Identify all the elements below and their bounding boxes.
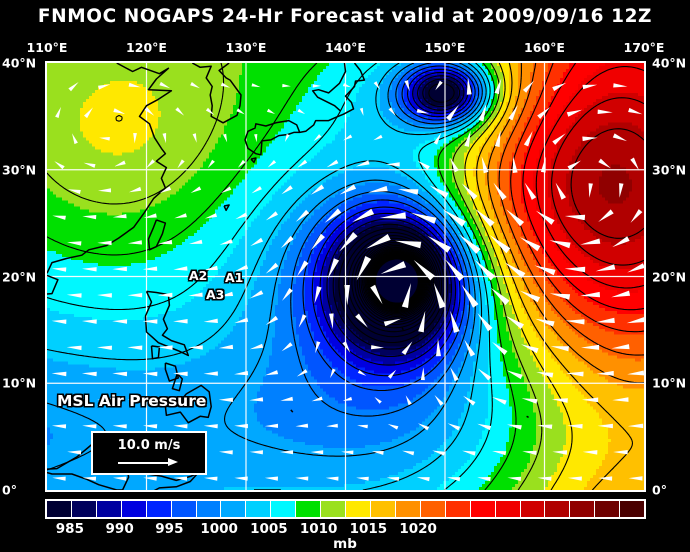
coastlines — [47, 63, 529, 490]
latitude-tick-right-20: 20°N — [652, 269, 687, 284]
colorbar-cell-14 — [395, 501, 421, 517]
colorbar-cell-19 — [520, 501, 546, 517]
pressure-map[interactable]: MSL Air Pressure A2 A1 A3 10.0 m/s — [47, 63, 644, 490]
latitude-tick-left-40: 40°N — [2, 55, 37, 71]
colorbar-cell-21 — [570, 501, 596, 517]
page-title: FNMOC NOGAPS 24-Hr Forecast valid at 200… — [37, 6, 653, 27]
longitude-tick-160: 160°E — [524, 40, 565, 55]
latitude-tick-right-0: 0° — [652, 482, 667, 498]
colorbar-cell-12 — [346, 501, 371, 517]
colorbar-cell-6 — [196, 501, 222, 517]
longitude-tick-150: 150°E — [424, 40, 466, 55]
latitude-tick-right-10: 10°N — [652, 375, 687, 391]
latitude-tick-left-20: 20°N — [2, 269, 37, 284]
colorbar-tick-985: 985 — [55, 521, 84, 537]
longitude-tick-170: 170°E — [623, 40, 665, 55]
colorbar-cell-4 — [146, 501, 172, 517]
map-canvas — [47, 63, 644, 490]
colorbar-cell-20 — [545, 501, 571, 517]
colorbar-cell-23 — [620, 501, 645, 517]
colorbar-cell-22 — [595, 501, 621, 517]
colorbar[interactable] — [45, 499, 646, 519]
graticule — [47, 63, 644, 490]
longitude-axis-top: 110°E 120°E 130°E 140°E 150°E 160°E 170°E — [0, 40, 690, 55]
latitude-tick-right-30: 30°N — [652, 162, 687, 178]
latitude-tick-left-10: 10°N — [2, 375, 37, 391]
wind-vectors — [51, 77, 644, 482]
colorbar-cell-18 — [495, 501, 521, 517]
colorbar-unit: mb — [333, 536, 357, 552]
longitude-tick-130: 130°E — [225, 40, 267, 55]
colorbar-tick-1015: 1015 — [349, 521, 388, 537]
colorbar-cell-13 — [370, 501, 396, 517]
longitude-tick-110: 110°E — [26, 40, 68, 55]
colorbar-tick-1000: 1000 — [200, 521, 238, 537]
colorbar-cell-2 — [96, 501, 122, 517]
colorbar-cell-17 — [470, 501, 496, 517]
colorbar-tick-1020: 1020 — [399, 521, 437, 537]
colorbar-tick-990: 990 — [105, 521, 134, 537]
longitude-tick-140: 140°E — [325, 40, 366, 55]
colorbar-ticks: 985 990 995 1000 1005 1010 1015 1020 — [45, 521, 646, 537]
colorbar-cell-3 — [121, 501, 147, 517]
colorbar-cell-15 — [420, 501, 446, 517]
colorbar-cell-11 — [321, 501, 347, 517]
wind-scale-label: 10.0 m/s — [117, 438, 181, 453]
colorbar-tick-995: 995 — [155, 521, 184, 537]
longitude-tick-120: 120°E — [126, 40, 167, 55]
colorbar-cell-9 — [271, 501, 297, 517]
colorbar-tick-1005: 1005 — [250, 521, 288, 537]
colorbar-tick-1010: 1010 — [299, 521, 338, 537]
wind-scale-legend: 10.0 m/s — [91, 431, 207, 475]
latitude-tick-left-0: 0° — [2, 482, 17, 498]
latitude-tick-right-40: 40°N — [652, 55, 687, 71]
colorbar-cell-8 — [246, 501, 272, 517]
colorbar-cell-10 — [296, 501, 322, 517]
colorbar-cell-16 — [445, 501, 471, 517]
latitude-tick-left-30: 30°N — [2, 162, 37, 178]
colorbar-cell-5 — [171, 501, 197, 517]
colorbar-cell-0 — [47, 501, 72, 517]
map-frame: MSL Air Pressure A2 A1 A3 10.0 m/s — [45, 61, 646, 492]
colorbar-cell-1 — [71, 501, 97, 517]
colorbar-cell-7 — [221, 501, 247, 517]
right-arrow-icon — [118, 458, 180, 467]
